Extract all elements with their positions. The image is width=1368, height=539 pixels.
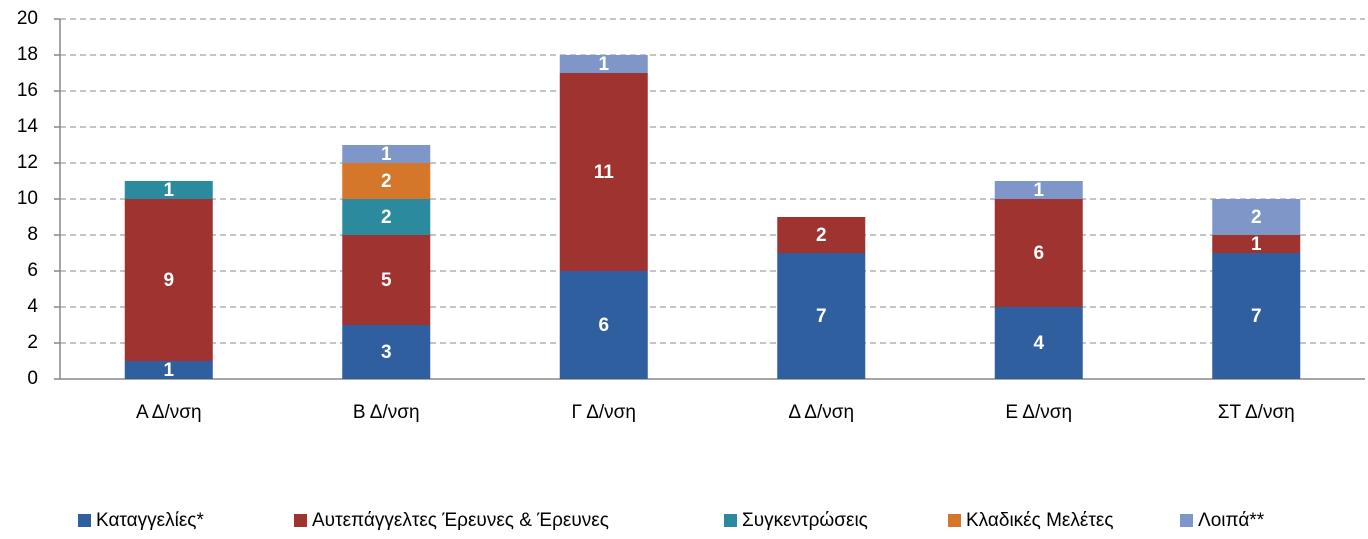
value-label: 5 (381, 270, 392, 291)
legend-swatch (78, 514, 91, 527)
bar-segment (994, 307, 1083, 379)
legend-label: Συγκεντρώσεις (742, 510, 868, 531)
value-label: 2 (816, 225, 827, 246)
y-tick-label: 4 (27, 296, 38, 317)
y-tick-label: 16 (17, 80, 38, 101)
legend-swatch (948, 514, 961, 527)
bar-segment (342, 235, 431, 325)
x-tick-label: Ε Δ/νση (1005, 402, 1072, 423)
x-tick-label: Α Δ/νση (136, 402, 202, 423)
value-label: 2 (1251, 207, 1262, 228)
value-label: 7 (816, 306, 827, 327)
y-tick-label: 2 (27, 332, 38, 353)
x-tick-label: Β Δ/νση (353, 402, 420, 423)
value-label: 4 (1033, 333, 1044, 354)
value-label: 11 (594, 162, 615, 183)
bar-segment (559, 271, 648, 379)
bar-segment (777, 217, 866, 253)
x-tick-label: Γ Δ/νση (572, 402, 636, 423)
value-label: 1 (381, 144, 392, 165)
y-tick-label: 0 (27, 368, 38, 389)
legend-swatch (294, 514, 307, 527)
bar-segment (559, 73, 648, 271)
bar-segment (124, 181, 213, 199)
y-tick-label: 14 (17, 116, 39, 137)
value-label: 9 (163, 270, 174, 291)
value-label: 7 (1251, 306, 1262, 327)
value-label: 2 (381, 171, 392, 192)
y-tick-label: 18 (17, 44, 38, 65)
bar-segment (1212, 199, 1301, 235)
bar-segment (124, 361, 213, 379)
y-tick-label: 12 (17, 152, 38, 173)
legend-label: Λοιπά** (1198, 510, 1265, 531)
y-tick-label: 10 (17, 188, 38, 209)
bar-segment (342, 163, 431, 199)
x-tick-label: ΣΤ Δ/νση (1218, 402, 1295, 423)
value-label: 6 (598, 315, 609, 336)
value-label: 2 (381, 207, 392, 228)
bar-segment (559, 55, 648, 73)
legend-swatch (724, 514, 737, 527)
value-label: 1 (598, 54, 609, 75)
value-label: 1 (1251, 234, 1262, 255)
value-label: 3 (381, 342, 392, 363)
value-label: 1 (163, 360, 174, 381)
legend-label: Καταγγελίες* (96, 510, 204, 531)
bar-segment (1212, 253, 1301, 379)
legend-swatch (1180, 514, 1193, 527)
bar-segment (1212, 235, 1301, 253)
bar-segment (994, 181, 1083, 199)
bar-segment (777, 253, 866, 379)
legend-label: Κλαδικές Μελέτες (966, 510, 1113, 531)
value-label: 1 (163, 180, 174, 201)
y-tick-label: 6 (27, 260, 38, 281)
bar-segment (342, 145, 431, 163)
value-label: 6 (1033, 243, 1044, 264)
bar-segment (342, 325, 431, 379)
legend-label: Αυτεπάγγελτες Έρευνες & Έρευνες (312, 510, 609, 531)
value-label: 1 (1033, 180, 1044, 201)
y-tick-label: 20 (17, 8, 38, 29)
bar-segment (994, 199, 1083, 307)
bar-segment (124, 199, 213, 361)
y-tick-label: 8 (27, 224, 38, 245)
bar-segment (342, 199, 431, 235)
x-tick-label: Δ Δ/νση (788, 402, 854, 423)
